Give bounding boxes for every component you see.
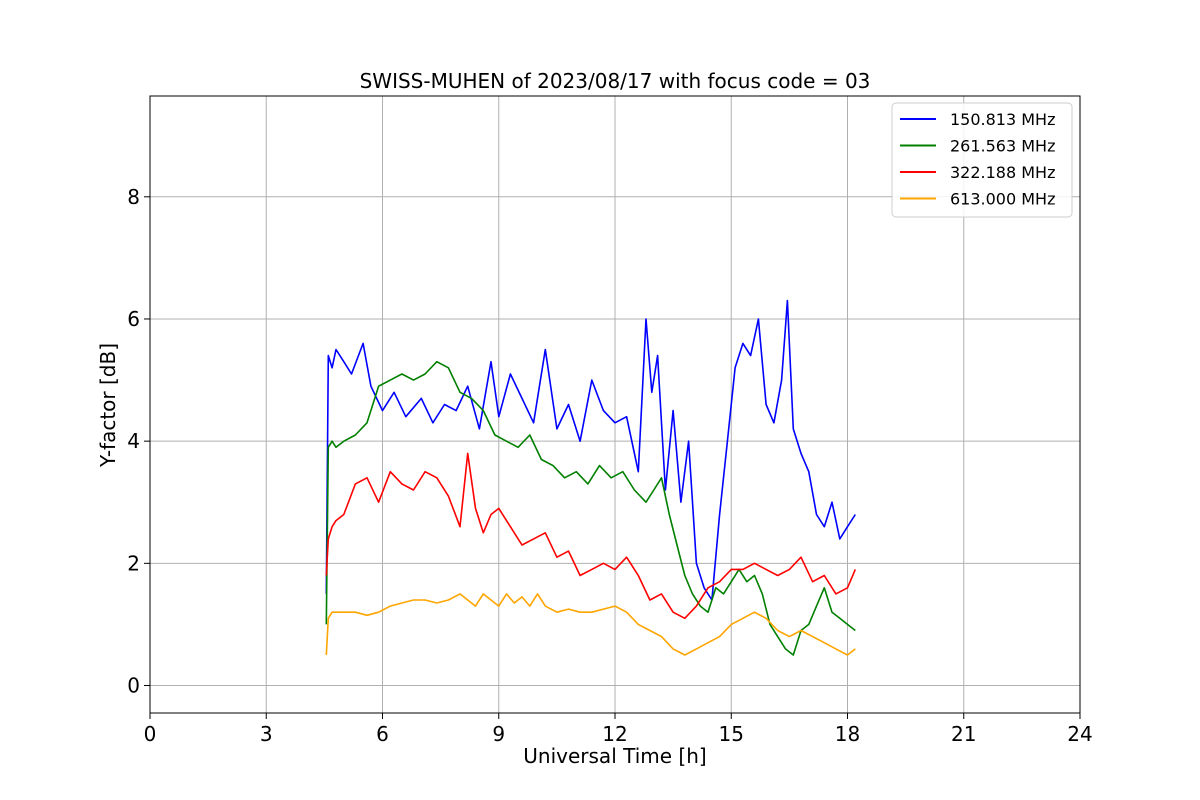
legend-label: 261.563 MHz <box>950 137 1055 156</box>
x-tick-label: 0 <box>144 722 157 746</box>
series-lines <box>325 299 857 656</box>
legend-label: 150.813 MHz <box>950 110 1055 129</box>
series-line-3 <box>325 593 856 656</box>
x-axis-label: Universal Time [h] <box>523 744 706 768</box>
y-tick-label: 6 <box>127 307 140 331</box>
y-tick-label: 2 <box>127 551 140 575</box>
legend: 150.813 MHz 261.563 MHz 322.188 MHz 613.000… <box>891 102 1073 218</box>
y-tick-label: 0 <box>127 674 140 698</box>
y-axis-label: Y-factor [dB] <box>96 343 120 468</box>
x-tick-label: 3 <box>260 722 273 746</box>
legend-box <box>891 102 1073 218</box>
x-tick-label: 21 <box>951 722 976 746</box>
x-tick-label: 9 <box>492 722 505 746</box>
series-line-0 <box>325 299 856 601</box>
x-tick-label: 6 <box>376 722 389 746</box>
legend-label: 322.188 MHz <box>950 163 1055 182</box>
y-tick-label: 4 <box>127 429 140 453</box>
chart-title: SWISS-MUHEN of 2023/08/17 with focus cod… <box>360 69 871 93</box>
x-tick-label: 15 <box>719 722 744 746</box>
x-tick-label: 18 <box>835 722 860 746</box>
x-tick-label: 12 <box>602 722 627 746</box>
legend-label: 613.000 MHz <box>950 190 1055 209</box>
series-line-1 <box>325 360 856 656</box>
series-line-2 <box>325 452 857 620</box>
x-tick-label: 24 <box>1067 722 1092 746</box>
y-tick-label: 8 <box>127 185 140 209</box>
